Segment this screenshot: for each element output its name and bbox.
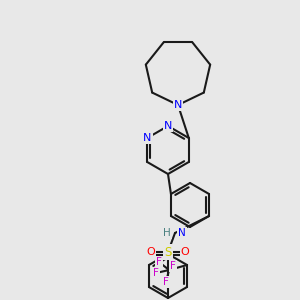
Text: O: O	[181, 247, 189, 257]
Text: N: N	[143, 133, 152, 143]
Text: F: F	[163, 277, 169, 287]
Text: N: N	[178, 228, 186, 238]
Text: H: H	[163, 228, 171, 238]
Text: N: N	[174, 100, 182, 110]
Text: N: N	[164, 121, 172, 131]
Text: S: S	[164, 245, 172, 259]
Text: O: O	[147, 247, 155, 257]
Text: F: F	[170, 261, 176, 271]
Text: F: F	[156, 257, 162, 267]
Text: F: F	[153, 268, 159, 278]
